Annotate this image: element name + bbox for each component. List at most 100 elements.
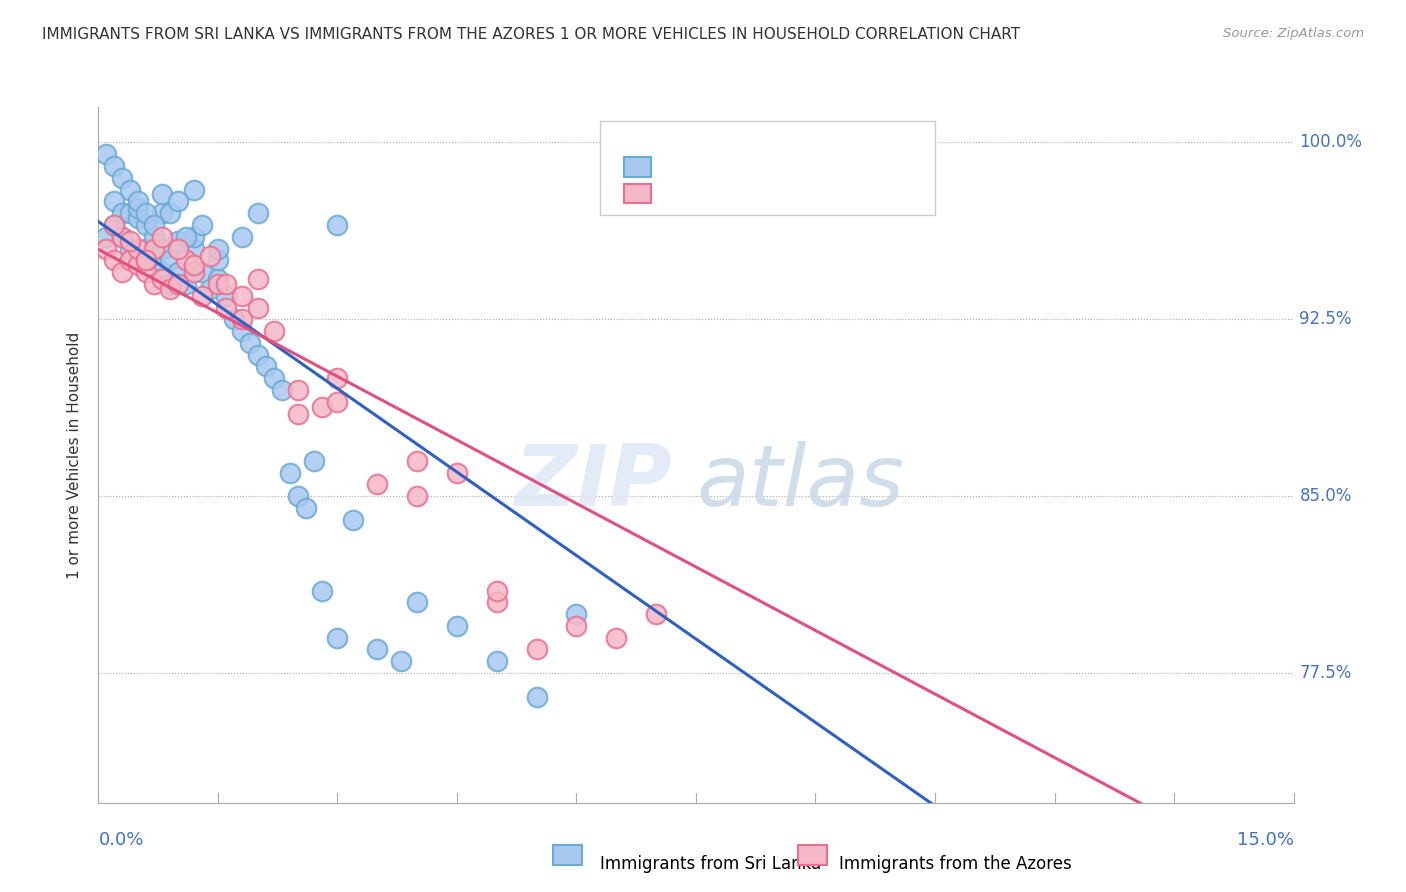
Point bbox=[406, 489, 429, 503]
Point bbox=[183, 229, 205, 244]
Point bbox=[127, 211, 149, 225]
Point bbox=[127, 202, 149, 216]
Point bbox=[183, 242, 205, 256]
Point bbox=[326, 395, 349, 409]
Point bbox=[526, 642, 548, 657]
Point bbox=[159, 277, 181, 291]
Text: 85.0%: 85.0% bbox=[1299, 487, 1353, 505]
Point bbox=[174, 253, 197, 268]
Point bbox=[287, 489, 309, 503]
Point bbox=[150, 242, 173, 256]
Point bbox=[302, 454, 325, 468]
Point bbox=[135, 265, 157, 279]
Point bbox=[150, 187, 173, 202]
Point bbox=[143, 242, 166, 256]
Point bbox=[120, 235, 142, 249]
Point bbox=[198, 282, 221, 296]
Point bbox=[167, 235, 190, 249]
Point bbox=[135, 242, 157, 256]
Point bbox=[222, 312, 245, 326]
Point bbox=[254, 359, 277, 374]
Point bbox=[844, 136, 866, 150]
Point bbox=[485, 595, 508, 609]
Point bbox=[191, 265, 214, 279]
Point bbox=[278, 466, 301, 480]
Point bbox=[215, 301, 238, 315]
Point bbox=[326, 631, 349, 645]
Point bbox=[111, 229, 134, 244]
Point bbox=[191, 218, 214, 232]
Point bbox=[645, 607, 668, 621]
Point bbox=[342, 513, 364, 527]
Point bbox=[174, 277, 197, 291]
Text: IMMIGRANTS FROM SRI LANKA VS IMMIGRANTS FROM THE AZORES 1 OR MORE VEHICLES IN HO: IMMIGRANTS FROM SRI LANKA VS IMMIGRANTS … bbox=[42, 27, 1021, 42]
Point bbox=[111, 206, 134, 220]
Point bbox=[143, 229, 166, 244]
Point bbox=[311, 400, 333, 414]
Point bbox=[246, 348, 269, 362]
Point bbox=[127, 242, 149, 256]
Point bbox=[191, 289, 214, 303]
Point bbox=[143, 277, 166, 291]
Point bbox=[159, 282, 181, 296]
Point bbox=[150, 206, 173, 220]
Point bbox=[103, 194, 125, 209]
Text: atlas: atlas bbox=[696, 442, 904, 524]
Point bbox=[120, 242, 142, 256]
Point bbox=[150, 272, 173, 286]
Point bbox=[150, 265, 173, 279]
Point bbox=[135, 218, 157, 232]
Point bbox=[183, 265, 205, 279]
Point bbox=[485, 654, 508, 668]
FancyBboxPatch shape bbox=[624, 157, 651, 177]
Y-axis label: 1 or more Vehicles in Household: 1 or more Vehicles in Household bbox=[67, 331, 83, 579]
Point bbox=[263, 371, 285, 385]
Text: 15.0%: 15.0% bbox=[1236, 830, 1294, 848]
Point bbox=[103, 253, 125, 268]
Point bbox=[605, 631, 627, 645]
Point bbox=[103, 159, 125, 173]
Text: Immigrants from Sri Lanka: Immigrants from Sri Lanka bbox=[600, 855, 821, 873]
Point bbox=[246, 206, 269, 220]
Point bbox=[135, 206, 157, 220]
Point bbox=[167, 265, 190, 279]
Point bbox=[120, 206, 142, 220]
Point bbox=[446, 466, 468, 480]
Text: 100.0%: 100.0% bbox=[1299, 134, 1362, 152]
Point bbox=[263, 324, 285, 338]
Point bbox=[485, 583, 508, 598]
Point bbox=[270, 383, 292, 397]
Point bbox=[183, 258, 205, 272]
Point bbox=[167, 242, 190, 256]
Text: ZIP: ZIP bbox=[515, 442, 672, 524]
Point bbox=[246, 301, 269, 315]
Point bbox=[103, 218, 125, 232]
Point bbox=[246, 272, 269, 286]
Text: Source: ZipAtlas.com: Source: ZipAtlas.com bbox=[1223, 27, 1364, 40]
Point bbox=[446, 619, 468, 633]
Point bbox=[174, 229, 197, 244]
Point bbox=[111, 265, 134, 279]
Point bbox=[884, 136, 907, 150]
Point bbox=[135, 253, 157, 268]
Point bbox=[366, 642, 388, 657]
Point bbox=[135, 253, 157, 268]
Point bbox=[311, 583, 333, 598]
Text: 77.5%: 77.5% bbox=[1299, 664, 1353, 682]
Point bbox=[150, 229, 173, 244]
Point bbox=[120, 183, 142, 197]
Point bbox=[159, 253, 181, 268]
Point bbox=[127, 194, 149, 209]
Point bbox=[287, 383, 309, 397]
Point bbox=[167, 194, 190, 209]
Text: Immigrants from the Azores: Immigrants from the Azores bbox=[839, 855, 1073, 873]
Point bbox=[103, 218, 125, 232]
Point bbox=[207, 253, 229, 268]
Point bbox=[207, 277, 229, 291]
Point bbox=[207, 242, 229, 256]
Point bbox=[326, 218, 349, 232]
Point bbox=[231, 289, 253, 303]
Point bbox=[127, 253, 149, 268]
FancyBboxPatch shape bbox=[600, 121, 935, 215]
FancyBboxPatch shape bbox=[553, 845, 582, 865]
